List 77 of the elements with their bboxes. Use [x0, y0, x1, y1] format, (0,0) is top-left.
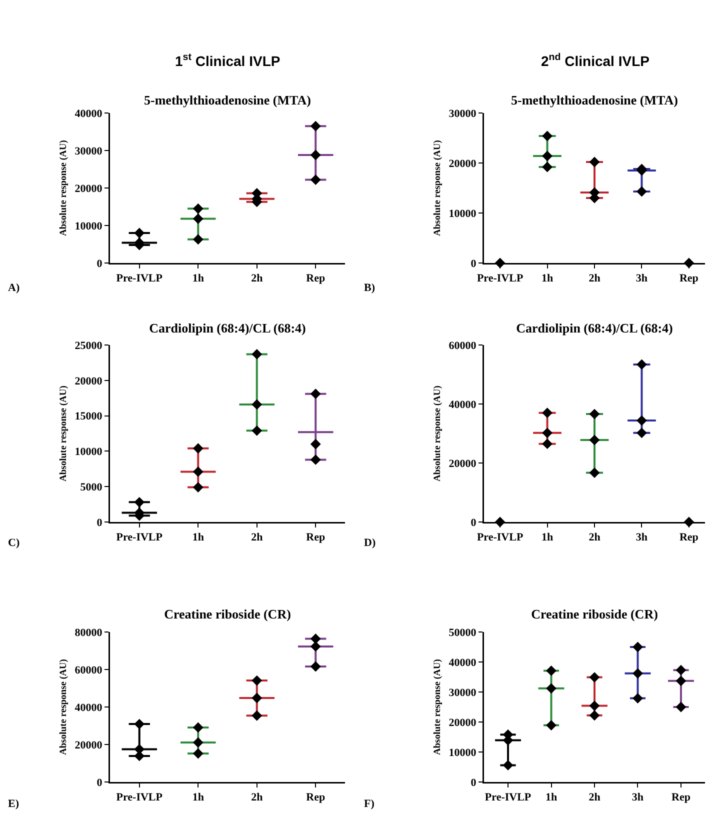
y-tick-label: 20000 [448, 458, 477, 470]
x-tick-label: 1h [541, 532, 554, 544]
y-tick-label: 0 [470, 258, 477, 270]
x-tick-label: 1h [545, 792, 558, 804]
x-tick-label: 3h [636, 272, 648, 285]
y-tick-label: 0 [470, 516, 477, 529]
text: F) [364, 798, 375, 810]
x-tick-label: 2h [251, 532, 263, 544]
y-tick-label: 30000 [448, 108, 477, 120]
x-tick-label: Rep [679, 532, 698, 544]
chart-title: Cardiolipin (68:4)/CL (68:4) [149, 320, 306, 336]
x-tick-label: Pre-IVLP [476, 272, 524, 285]
text: D) [364, 537, 376, 549]
x-tick-label: 1h [192, 272, 204, 285]
y-tick-label: 0 [96, 516, 103, 529]
text: B) [364, 282, 376, 294]
y-tick-label: 50000 [448, 626, 477, 639]
x-tick-label: Rep [306, 272, 326, 285]
y-axis-title: Absolute response (AU) [433, 659, 444, 755]
x-tick-label: 2h [251, 792, 263, 804]
x-tick-label: 1h [192, 532, 204, 544]
y-tick-label: 10000 [448, 208, 477, 220]
chart-subtitle: 1$^{st}$ Clinical IVLP [175, 52, 280, 69]
chart-title: Creatine riboside (CR) [531, 606, 658, 622]
x-tick-label: 2h [251, 272, 263, 285]
y-tick-label: 20000 [74, 375, 103, 388]
y-axis-title: Absolute response (AU) [59, 386, 70, 482]
text: C) [8, 537, 20, 549]
chart-title: 5-methylthioadenosine (MTA) [511, 92, 678, 108]
x-tick-label: Pre-IVLP [476, 532, 524, 544]
chart-subtitle: 2$^{nd}$ Clinical IVLP [541, 52, 650, 69]
x-tick-label: Pre-IVLP [116, 792, 163, 804]
x-tick-label: Pre-IVLP [116, 532, 163, 544]
y-tick-label: 0 [470, 776, 477, 789]
y-tick-label: 20000 [74, 182, 103, 195]
y-tick-label: 10000 [74, 220, 103, 232]
y-tick-label: 80000 [74, 626, 103, 639]
y-axis-title: Absolute response (AU) [59, 659, 70, 755]
y-tick-label: 30000 [448, 686, 477, 699]
y-axis-title: Absolute response (AU) [433, 140, 444, 236]
x-tick-label: 2h [588, 532, 600, 544]
y-tick-label: 60000 [448, 340, 477, 352]
y-tick-label: 60000 [74, 664, 103, 676]
y-tick-label: 20000 [448, 158, 477, 170]
x-tick-label: 2h [588, 272, 600, 285]
y-tick-label: 5000 [80, 481, 103, 494]
y-tick-label: 40000 [448, 656, 477, 669]
chart-title: 5-methylthioadenosine (MTA) [144, 92, 311, 108]
x-tick-label: Rep [672, 792, 690, 804]
x-tick-label: 3h [632, 792, 644, 804]
x-tick-label: 1h [541, 272, 554, 285]
y-tick-label: 40000 [74, 702, 103, 714]
text: A) [8, 282, 20, 294]
y-tick-label: 10000 [74, 446, 103, 458]
x-tick-label: 1h [192, 792, 204, 804]
x-tick-label: 2h [588, 792, 600, 804]
y-tick-label: 10000 [448, 746, 477, 759]
chart-title: Creatine riboside (CR) [164, 606, 291, 622]
y-tick-label: 15000 [74, 410, 103, 423]
y-axis-title: Absolute response (AU) [433, 386, 444, 482]
x-tick-label: Rep [679, 272, 698, 285]
text: E) [8, 798, 20, 810]
y-tick-label: 40000 [448, 398, 477, 411]
y-tick-label: 20000 [448, 716, 477, 729]
y-tick-label: 0 [96, 258, 103, 270]
y-tick-label: 30000 [74, 145, 103, 158]
chart-title: Cardiolipin (68:4)/CL (68:4) [516, 320, 673, 336]
x-tick-label: Rep [306, 792, 326, 804]
y-tick-label: 0 [96, 776, 103, 789]
x-tick-label: Pre-IVLP [116, 272, 163, 285]
y-tick-label: 25000 [74, 340, 103, 352]
y-tick-label: 20000 [74, 739, 103, 752]
x-tick-label: 3h [636, 532, 648, 544]
x-tick-label: Rep [306, 532, 326, 544]
x-tick-label: Pre-IVLP [484, 792, 532, 804]
y-tick-label: 40000 [74, 108, 103, 120]
y-axis-title: Absolute response (AU) [59, 140, 70, 236]
